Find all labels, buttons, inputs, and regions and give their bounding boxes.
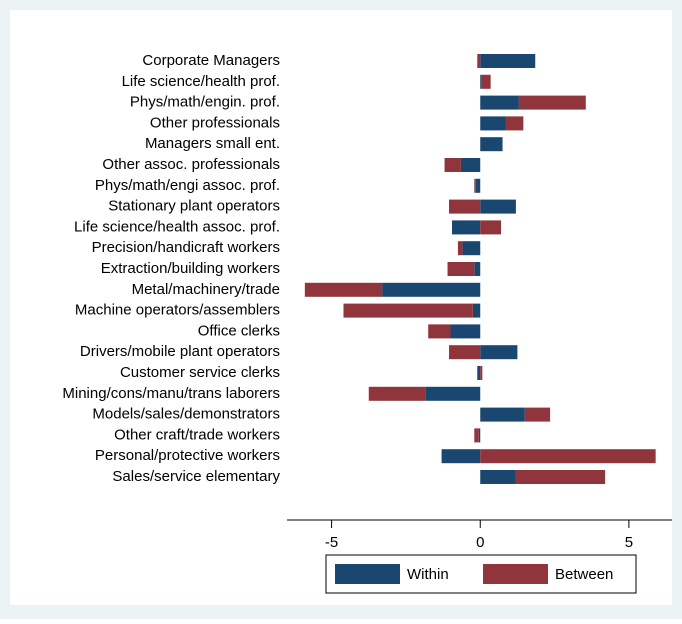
y-tick-label: Customer service clerks (120, 364, 280, 381)
y-tick-label: Corporate Managers (142, 52, 280, 69)
legend-label: Within (407, 566, 449, 583)
legend-swatch (335, 564, 400, 584)
y-tick-label: Other assoc. professionals (102, 156, 280, 173)
y-tick-label: Metal/machinery/trade (132, 281, 280, 298)
bar (480, 345, 518, 360)
bar (449, 199, 481, 214)
bar (474, 262, 481, 276)
y-tick-label: Phys/math/engin. prof. (130, 94, 280, 111)
bar (480, 470, 516, 484)
y-tick-label: Sales/service elementary (112, 468, 280, 485)
bar (481, 74, 491, 89)
bar (475, 178, 481, 193)
y-tick-label: Machine operators/assemblers (75, 302, 280, 319)
bar (450, 324, 481, 339)
y-tick-label: Mining/cons/manu/trans laborers (62, 385, 280, 402)
bar (425, 386, 481, 401)
y-tick-label: Other craft/trade workers (114, 426, 280, 443)
bar (441, 449, 481, 464)
bar (480, 407, 525, 422)
y-tick-label: Life science/health prof. (122, 73, 280, 90)
bar (452, 220, 481, 235)
bar (478, 428, 481, 443)
bar (480, 116, 506, 131)
legend (325, 554, 637, 594)
bar (480, 366, 483, 380)
x-tick-label: -5 (325, 534, 338, 551)
x-tick-label: 0 (476, 534, 484, 551)
y-tick-label: Office clerks (198, 322, 280, 339)
bar (480, 449, 656, 464)
bar (460, 158, 481, 172)
bar (472, 303, 481, 318)
bar (474, 178, 476, 193)
bar (505, 116, 524, 131)
y-tick-label: Life science/health assoc. prof. (74, 218, 280, 235)
bar (518, 95, 586, 110)
bar (480, 74, 482, 89)
y-tick-label: Stationary plant operators (108, 198, 280, 215)
bar (480, 137, 503, 152)
bar (368, 386, 426, 401)
y-tick-label: Managers small ent. (145, 135, 280, 152)
bar (480, 54, 536, 68)
bar (304, 282, 383, 297)
legend-label: Between (555, 566, 613, 583)
bar (447, 262, 475, 276)
bar (480, 199, 516, 214)
bar (480, 220, 502, 235)
y-tick-label: Extraction/building workers (101, 260, 280, 277)
bar (524, 407, 551, 422)
bar (382, 282, 481, 297)
bar (474, 428, 479, 443)
legend-swatch (483, 564, 548, 584)
bar (462, 241, 481, 256)
bar (480, 95, 519, 110)
bar (477, 54, 481, 68)
bar (449, 345, 481, 360)
y-tick-label: Phys/math/engi assoc. prof. (95, 177, 280, 194)
y-tick-label: Models/sales/demonstrators (92, 406, 280, 423)
bar (477, 366, 481, 380)
bar (428, 324, 451, 339)
x-tick-label: 5 (625, 534, 633, 551)
bar (457, 241, 463, 256)
bar (343, 303, 473, 318)
y-tick-label: Precision/handicraft workers (92, 239, 280, 256)
bar (515, 470, 606, 484)
y-tick-label: Drivers/mobile plant operators (80, 343, 280, 360)
y-tick-label: Other professionals (150, 114, 280, 131)
y-tick-label: Personal/protective workers (95, 447, 280, 464)
bar (444, 158, 461, 172)
